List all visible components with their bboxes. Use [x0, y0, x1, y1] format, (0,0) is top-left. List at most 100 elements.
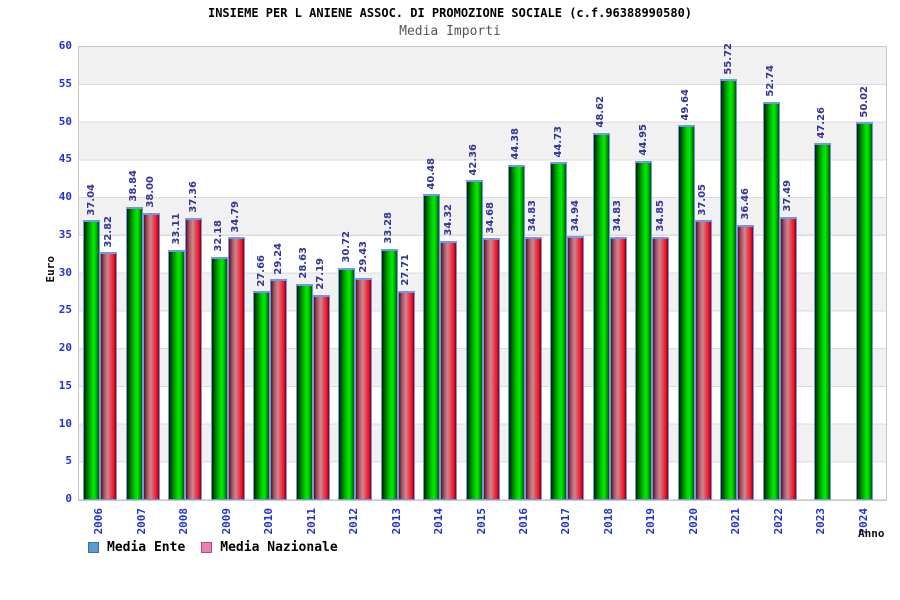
bar-media-nazionale-2018: [609, 237, 627, 500]
y-tick-label: 5: [65, 454, 72, 468]
bar-media-nazionale-2016: [524, 237, 542, 500]
bar-value-label: 29.43: [357, 241, 369, 273]
bar-media-ente-2010: [253, 291, 271, 500]
legend-label-media-nazionale: Media Nazionale: [220, 540, 338, 555]
bar-value-label: 36.46: [739, 188, 751, 220]
legend-swatch-media-nazionale: [201, 542, 213, 553]
bar-value-label: 27.19: [315, 258, 327, 290]
bar-media-ente-2023: [813, 143, 831, 500]
bar-media-ente-2024: [856, 122, 874, 500]
bar-value-label: 34.94: [569, 199, 581, 232]
bar-media-nazionale-2011: [312, 294, 330, 500]
bar-value-label: 42.36: [468, 143, 479, 176]
bar-value-label: 29.24: [272, 242, 284, 275]
bar-media-ente-2012: [338, 268, 356, 500]
bar-media-ente-2019: [635, 160, 653, 500]
x-tick-label: 2014: [432, 508, 446, 535]
x-tick-label: 2019: [644, 508, 658, 535]
bar-value-label: 37.05: [697, 183, 709, 216]
bar-value-label: 55.72: [722, 42, 734, 75]
bar-value-label: 32.18: [213, 220, 225, 253]
plot-area: 37.04 32.82 38.84 38.00 33.11 37.36 32.18 34.79…: [78, 42, 887, 501]
x-tick-label: 2021: [729, 508, 743, 535]
bar-value-label: 37.49: [782, 180, 794, 212]
bar-value-label: 52.74: [765, 65, 777, 97]
bar-media-ente-2016: [507, 164, 525, 500]
y-tick-label: 35: [58, 227, 72, 241]
bar-media-ente-2014: [423, 194, 441, 500]
x-tick-label: 2016: [516, 508, 530, 535]
y-tick-label: 55: [58, 76, 72, 90]
x-tick-label: 2013: [389, 508, 403, 535]
y-tick-label: 25: [58, 303, 72, 317]
bar-media-ente-2015: [465, 180, 483, 500]
bar-media-nazionale-2015: [482, 238, 500, 500]
y-tick-label: 15: [58, 378, 72, 392]
bar-media-nazionale-2013: [397, 290, 415, 500]
bar-value-label: 32.82: [102, 215, 114, 248]
bar-value-label: 34.68: [485, 201, 496, 234]
bar-value-label: 27.71: [400, 254, 412, 286]
bar-value-label: 44.38: [510, 128, 522, 160]
bar-value-label: 37.36: [187, 181, 199, 213]
bar-media-nazionale-2009: [227, 237, 245, 500]
bar-media-nazionale-2012: [355, 277, 373, 500]
y-tick-label: 50: [58, 114, 72, 128]
bar-value-label: 44.95: [637, 124, 649, 156]
bar-value-label: 50.02: [858, 85, 870, 118]
x-tick-label: 2009: [219, 508, 233, 535]
bar-media-ente-2013: [380, 248, 398, 500]
x-tick-label: 2008: [177, 508, 191, 535]
bar-media-ente-2022: [762, 101, 780, 500]
bar-media-ente-2006: [83, 220, 101, 500]
y-tick-label: 30: [58, 265, 72, 279]
bar-media-nazionale-2020: [694, 220, 712, 500]
bar-value-label: 49.64: [680, 88, 692, 121]
bar-media-ente-2007: [125, 206, 143, 500]
y-tick-label: 45: [58, 152, 72, 166]
bar-media-nazionale-2010: [270, 279, 288, 500]
bar-value-label: 34.79: [230, 200, 242, 233]
x-axis-title: Anno: [858, 527, 885, 540]
x-tick-label: 2020: [686, 508, 700, 535]
chart-subtitle: Media Importi: [399, 24, 501, 39]
x-tick-label: 2007: [134, 508, 148, 535]
bar-value-label: 34.83: [612, 200, 624, 233]
bar-media-ente-2009: [210, 257, 228, 500]
legend: Media Ente Media Nazionale: [88, 540, 338, 555]
y-tick-label: 10: [58, 416, 72, 430]
chart-title: INSIEME PER L ANIENE ASSOC. DI PROMOZION…: [207, 6, 693, 20]
y-axis-title: Euro: [44, 256, 57, 283]
bar-media-nazionale-2017: [567, 236, 585, 500]
bar-media-ente-2008: [168, 250, 186, 500]
x-tick-label: 2006: [92, 508, 106, 535]
bar-value-label: 34.32: [442, 204, 454, 236]
y-tick-label: 20: [58, 341, 72, 354]
bar-media-ente-2011: [295, 283, 313, 500]
bar-media-nazionale-2022: [779, 216, 797, 500]
bar-media-ente-2021: [720, 79, 738, 500]
bar-media-nazionale-2021: [737, 224, 755, 500]
bar-value-label: 44.73: [552, 125, 564, 158]
y-tick-label: 60: [58, 39, 72, 52]
x-tick-label: 2012: [347, 508, 361, 535]
x-tick-label: 2018: [601, 508, 615, 535]
bar-value-label: 33.28: [383, 212, 395, 244]
legend-label-media-ente: Media Ente: [107, 540, 186, 555]
bar-value-label: 48.62: [595, 96, 607, 128]
bar-media-nazionale-2019: [652, 236, 670, 500]
y-tick-label: 0: [65, 492, 72, 505]
bar-media-ente-2020: [677, 125, 695, 500]
bar-value-label: 40.48: [425, 157, 437, 190]
bar-media-ente-2017: [550, 162, 568, 500]
x-tick-label: 2017: [559, 508, 573, 535]
bar-value-label: 30.72: [340, 231, 352, 264]
bar-value-label: 34.85: [654, 200, 666, 232]
legend-swatch-media-ente: [88, 542, 99, 553]
bar-media-nazionale-2006: [100, 252, 118, 500]
bar-media-nazionale-2007: [142, 213, 160, 500]
bar-value-label: 28.63: [298, 247, 310, 279]
x-tick-label: 2015: [474, 508, 488, 535]
bar-media-ente-2018: [592, 132, 610, 500]
